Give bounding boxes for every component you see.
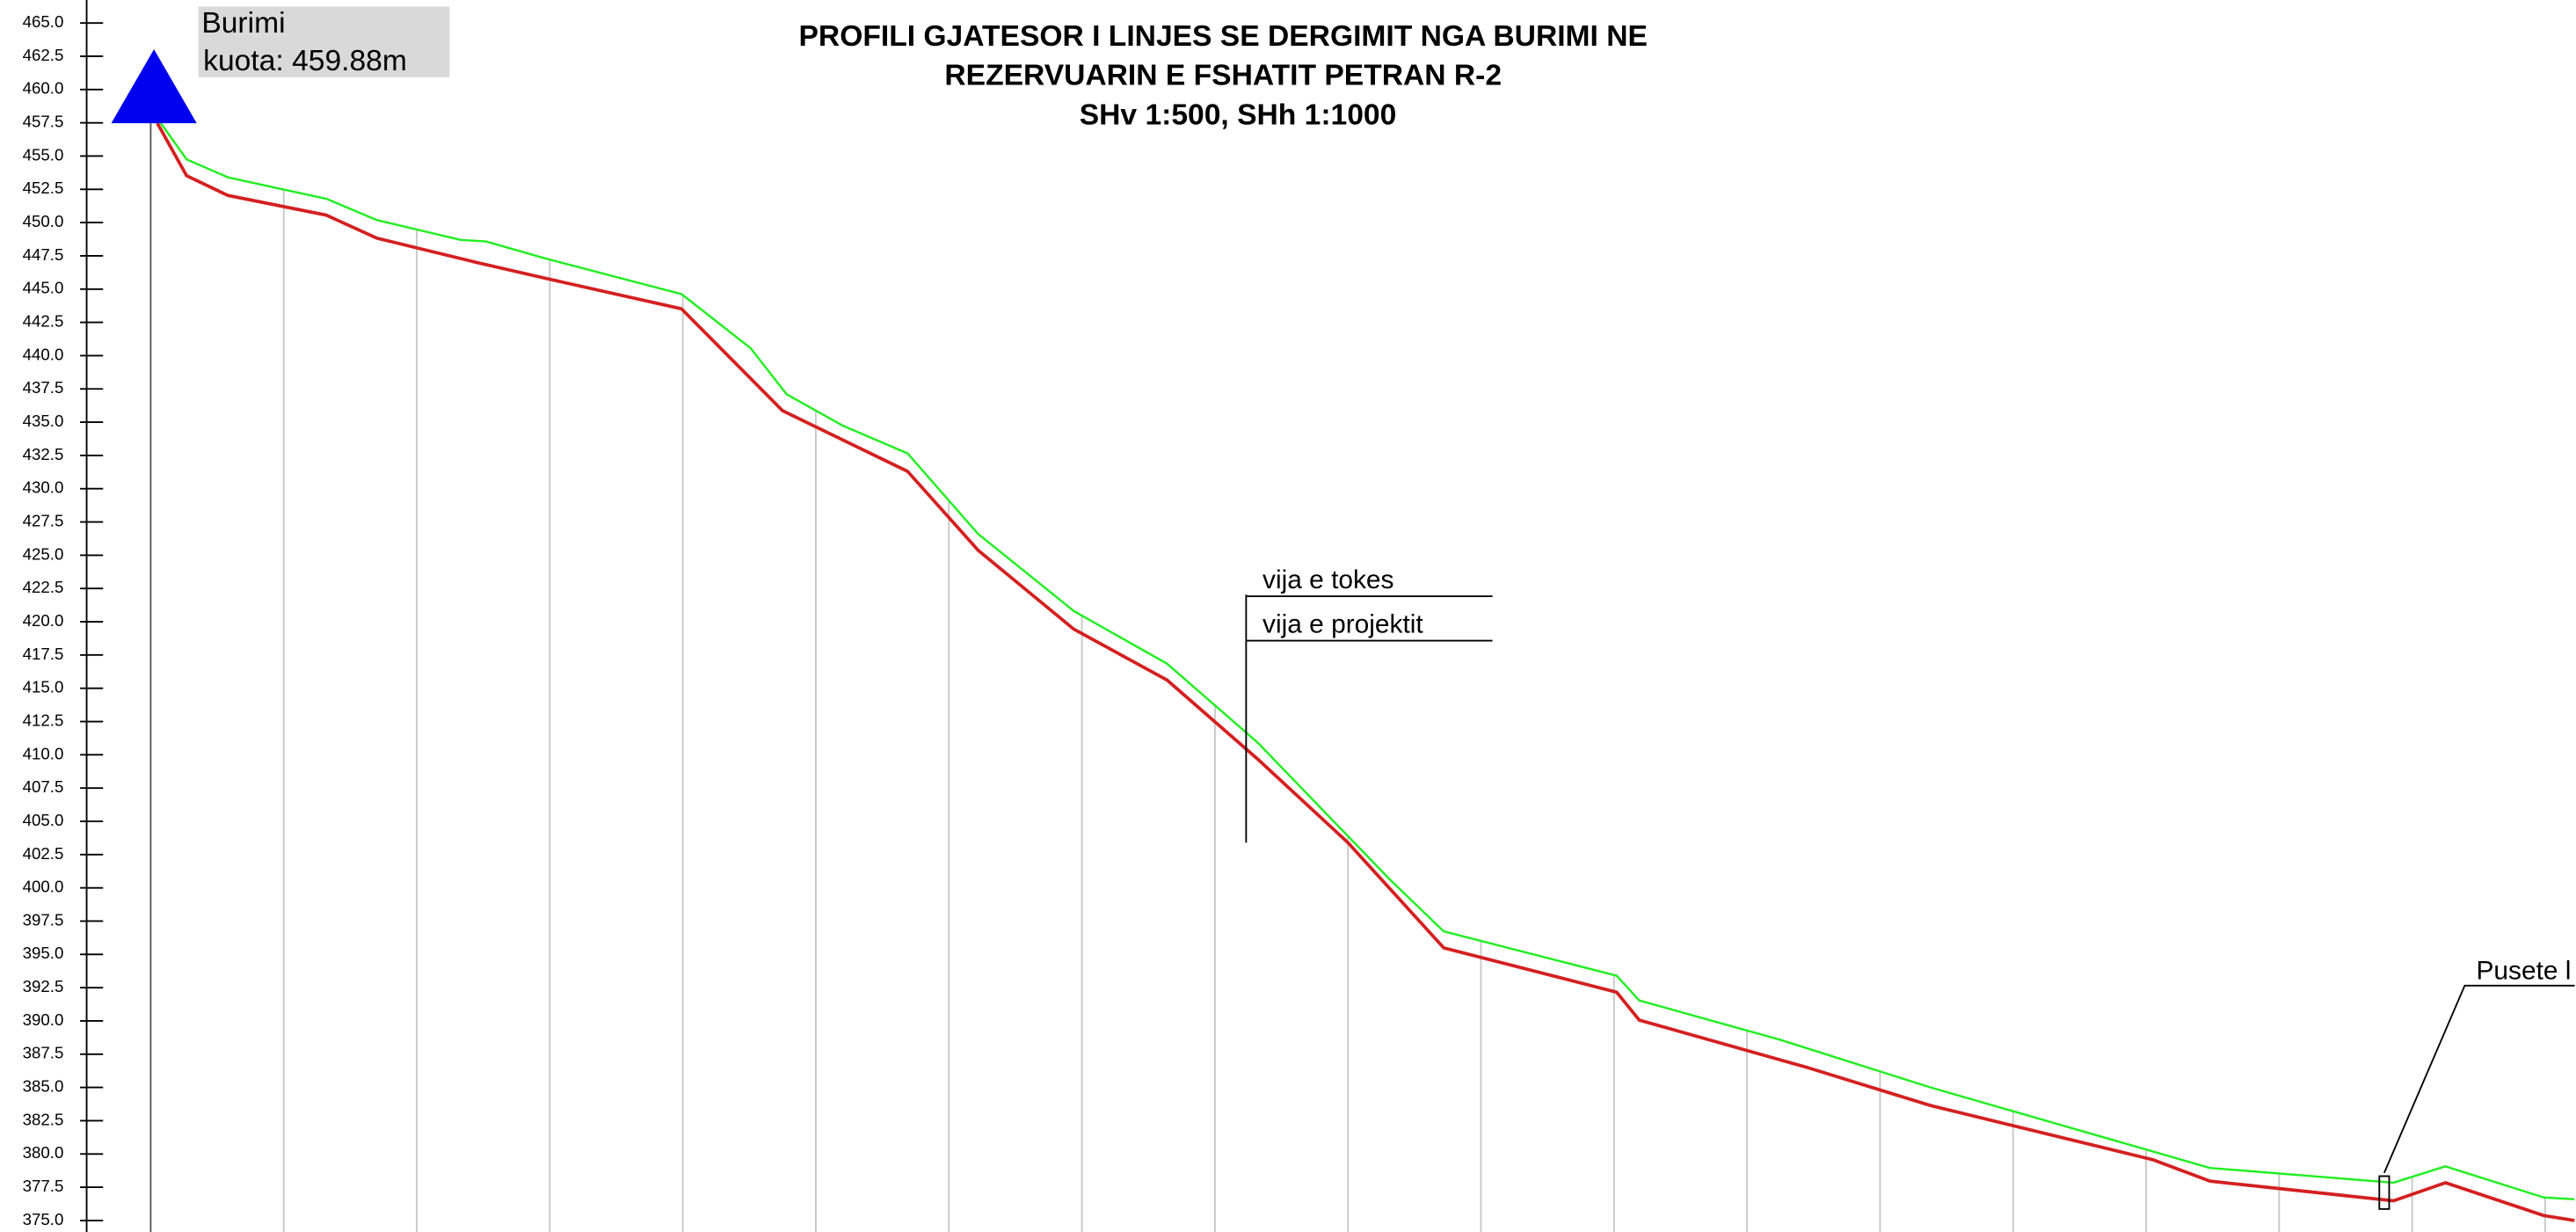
source-elevation: kuota: 459.88m [203,45,407,77]
chart-title: SHv 1:500, SHh 1:1000 [1080,99,1397,132]
legend: vija e tokes vija e projektit [1245,565,1493,843]
y-tick-label: 445.0 [23,279,64,297]
profile-lines [156,117,2575,1222]
y-tick-label: 460.0 [23,79,64,98]
profile-line [156,117,2575,1200]
y-tick-label: 455.0 [23,145,64,164]
y-tick-label: 377.5 [23,1177,64,1195]
y-tick-label: 452.5 [23,179,64,197]
y-tick-label: 427.5 [23,511,64,529]
chart-title: PROFILI GJATESOR I LINJES SE DERGIMIT NG… [799,20,1648,53]
y-tick-label: 390.0 [23,1010,64,1029]
y-tick-label: 457.5 [23,113,64,131]
y-tick-label: 447.5 [23,245,64,264]
manhole-callout: Pusete l [2378,957,2575,1210]
y-tick-label: 397.5 [23,910,64,929]
source-marker [111,49,197,124]
y-tick-label: 380.0 [23,1143,64,1162]
legend-label: vija e tokes [1263,565,1394,594]
y-tick-label: 402.5 [23,844,64,863]
legend-label: vija e projektit [1263,610,1423,639]
y-tick-label: 422.5 [23,578,64,596]
y-tick-label: 385.0 [23,1077,64,1096]
y-tick-label: 410.0 [23,744,64,762]
y-tick-label: 425.0 [23,544,64,563]
y-tick-label: 382.5 [23,1110,64,1128]
y-tick-label: 450.0 [23,212,64,230]
y-tick-label: 437.5 [23,378,64,397]
y-tick-label: 462.5 [23,46,64,64]
y-tick-label: 392.5 [23,977,64,995]
y-tick-label: 442.5 [23,312,64,331]
y-tick-label: 375.0 [23,1210,64,1228]
y-tick-label: 420.0 [23,611,64,630]
chart-title: REZERVUARIN E FSHATIT PETRAN R-2 [944,60,1502,92]
y-tick-label: 417.5 [23,645,64,663]
y-tick-label: 400.0 [23,878,64,896]
y-tick-label: 387.5 [23,1044,64,1062]
y-tick-label: 440.0 [23,345,64,363]
y-tick-label: 405.0 [23,811,64,829]
source-label-box [198,6,450,77]
y-tick-label: 412.5 [23,711,64,729]
y-tick-label: 432.5 [23,445,64,463]
grid [149,123,2546,1232]
y-tick-label: 465.0 [23,12,64,31]
y-tick-label: 415.0 [23,678,64,696]
y-tick-label: 435.0 [23,412,64,430]
profile-line [156,122,2575,1222]
y-tick-label: 430.0 [23,478,64,497]
source-name: Burimi [201,7,285,40]
y-tick-label: 395.0 [23,944,64,962]
manhole-leader [2383,984,2575,1174]
y-tick-label: 407.5 [23,777,64,796]
manhole-label: Pusete l [2476,957,2571,986]
manhole-marker [2378,1175,2390,1210]
